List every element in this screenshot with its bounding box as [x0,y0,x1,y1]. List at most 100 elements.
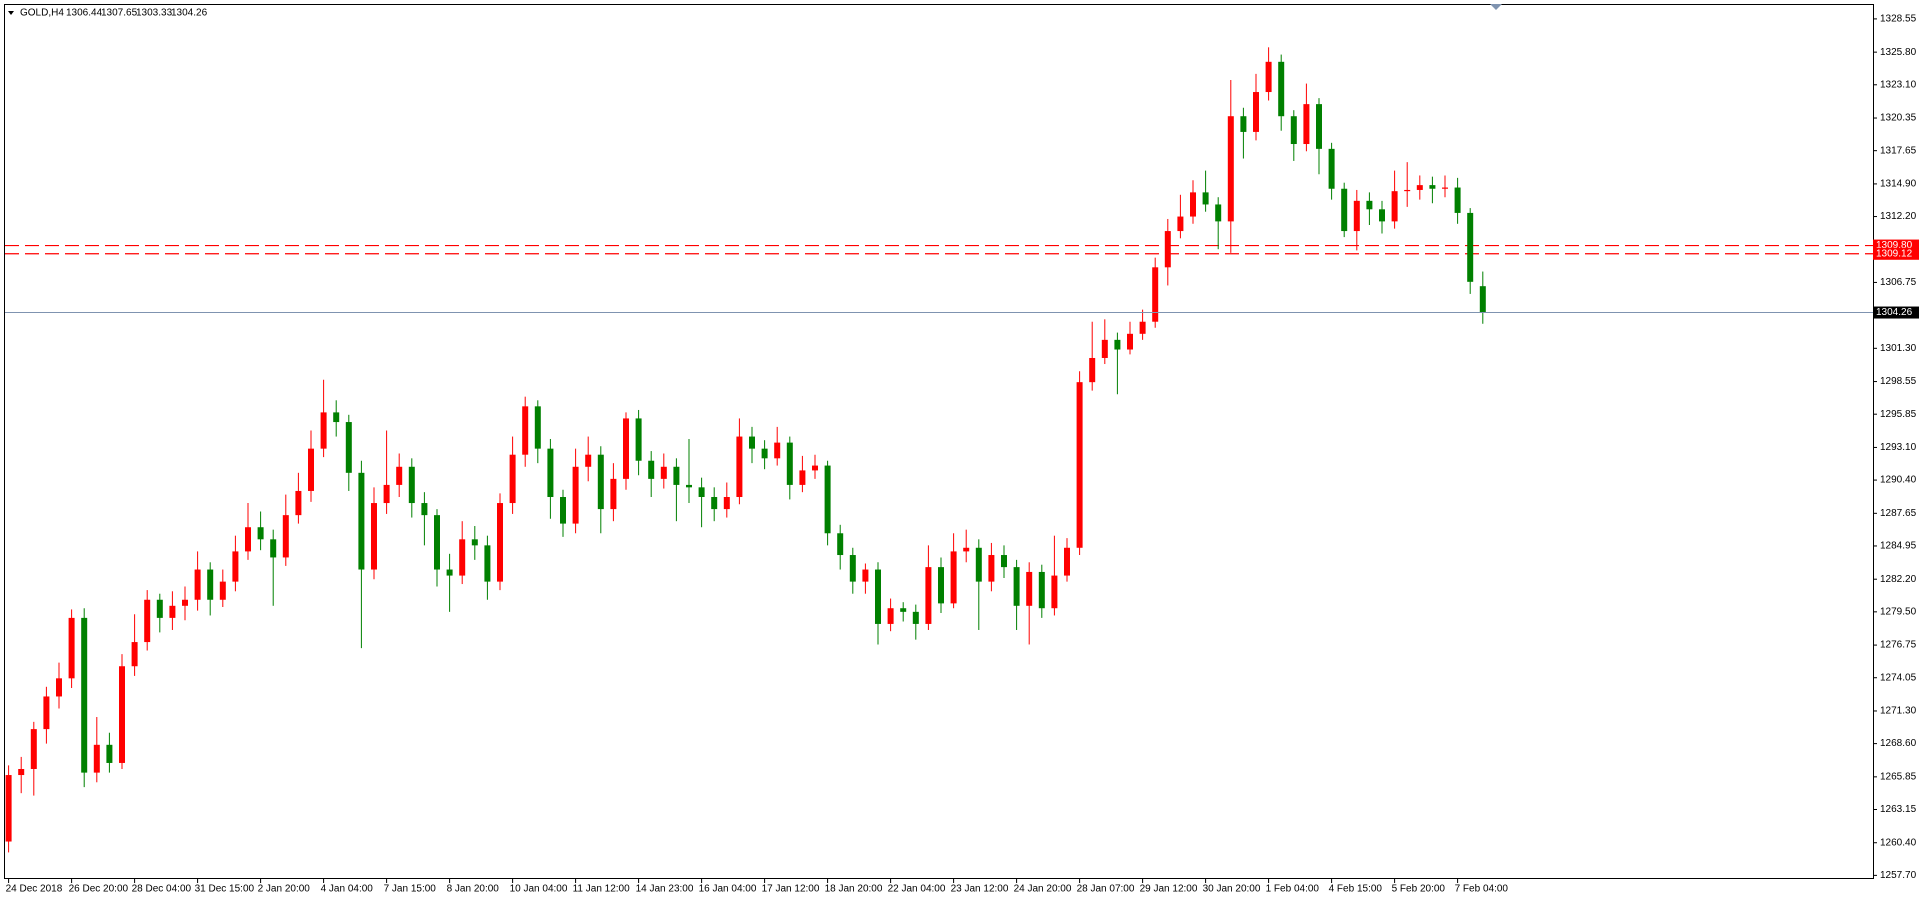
x-tick-label: 7 Feb 04:00 [1455,884,1509,895]
candle-body [446,569,453,576]
candle-body [56,678,62,697]
candle-body [156,599,163,618]
candle-body [219,581,226,600]
candle-body [534,406,541,449]
x-tick-label: 14 Jan 23:00 [636,884,694,895]
candle-body [648,460,655,479]
x-tick-label: 30 Jan 20:00 [1203,884,1261,895]
candle-body [774,442,781,459]
candle-body [1353,200,1360,232]
candle-body [711,497,718,510]
candle-body [1177,216,1184,232]
candle-body [1114,339,1121,350]
candle-body [345,422,352,473]
candle-body [862,569,869,582]
candle-body [560,497,566,524]
x-tick-label: 17 Jan 12:00 [762,884,820,895]
candle-body [68,617,75,679]
x-tick-label: 11 Jan 12:00 [573,884,631,895]
candle-body [30,729,37,769]
y-tick-label: 1257.70 [1880,870,1917,881]
candle-body [119,666,125,763]
y-tick-label: 1293.10 [1880,442,1917,453]
candle-body [1366,200,1373,210]
candle-body [812,465,818,471]
candle-body [333,412,340,423]
menu-arrow [8,11,14,15]
candle-body [912,611,919,624]
x-tick-label: 31 Dec 15:00 [195,884,255,895]
symbol-title: GOLD,H4 [20,8,64,19]
x-tick-label: 24 Jan 20:00 [1014,884,1072,895]
shift-marker [1490,4,1502,10]
candle-body [232,551,239,582]
candle-body [963,547,970,552]
candle-body [635,418,642,461]
candle-body [736,436,743,498]
candle-body [938,567,944,604]
candle-body [1026,571,1033,606]
x-tick-label: 2 Jan 20:00 [258,884,311,895]
candle-body [182,599,188,606]
candle-body [1013,567,1020,606]
candle-body [396,466,403,485]
candle-body [131,642,138,667]
candle-body [761,448,768,459]
candle-body [1051,575,1058,609]
candle-body [270,539,277,558]
candle-body [1454,187,1461,213]
x-tick-label: 8 Jan 20:00 [447,884,500,895]
y-tick-label: 1290.40 [1880,475,1917,486]
candle-body [320,412,327,449]
candle-body [509,454,516,504]
y-tick-label: 1274.05 [1880,672,1917,683]
candle-body [1227,116,1234,222]
y-tick-label: 1312.20 [1880,211,1917,222]
level-label-box [1873,247,1919,260]
candle-body [245,527,251,552]
x-tick-label: 10 Jan 04:00 [510,884,568,895]
candle-body [1064,547,1070,576]
candle-body [1290,116,1297,145]
candle-body [1215,204,1222,222]
candle-body [749,436,755,449]
candle-body [849,555,856,582]
candle-body [1001,555,1007,568]
candle-body [673,466,680,485]
candle-body [875,569,881,624]
candle-body [371,503,377,570]
candle-body [1429,185,1436,189]
x-tick-label: 23 Jan 12:00 [951,884,1009,895]
plot-frame [4,4,1874,879]
candle-body [1265,61,1272,93]
y-tick-label: 1320.35 [1880,113,1917,124]
candle-body [5,775,12,842]
candle-body [81,617,88,773]
y-tick-label: 1295.85 [1880,409,1917,420]
candle-body [434,515,440,570]
y-tick-label: 1271.30 [1880,706,1917,717]
y-tick-label: 1276.75 [1880,640,1917,651]
candle-body [1442,187,1448,189]
x-tick-label: 5 Feb 20:00 [1392,884,1446,895]
candle-body [1253,92,1259,132]
candle-body [1139,321,1146,334]
candle-body [1303,104,1310,145]
x-tick-label: 7 Jan 15:00 [384,884,437,895]
x-tick-label: 18 Jan 20:00 [825,884,883,895]
candle-body [786,442,793,485]
y-tick-label: 1314.90 [1880,179,1917,190]
candle-body [1101,339,1108,358]
level-label: 1309.12 [1876,248,1913,259]
candle-body [1164,231,1171,268]
candle-body [459,539,466,576]
candle-body [597,454,604,510]
x-tick-label: 22 Jan 04:00 [888,884,946,895]
candle-body [1479,286,1486,313]
y-tick-label: 1260.40 [1880,837,1917,848]
y-tick-label: 1301.30 [1880,343,1917,354]
y-tick-label: 1282.20 [1880,574,1917,585]
candle-body [660,466,667,479]
candle-body [837,533,844,556]
